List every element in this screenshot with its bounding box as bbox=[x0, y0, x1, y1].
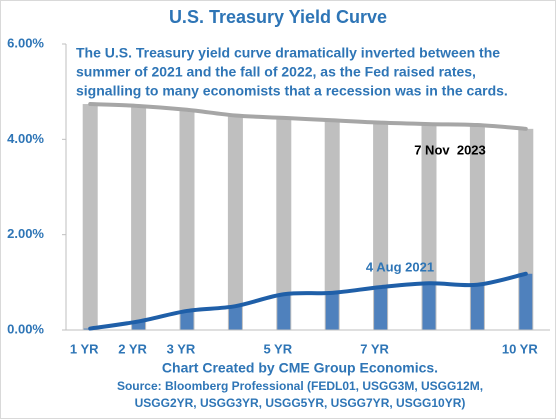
bar bbox=[132, 321, 146, 330]
y-tick-label: 6.00% bbox=[7, 35, 44, 50]
annotation: The U.S. Treasury yield curve dramatical… bbox=[76, 45, 500, 61]
bar bbox=[374, 287, 388, 330]
y-tick-label: 0.00% bbox=[7, 321, 44, 336]
annotation: summer of 2021 and the fall of 2022, as … bbox=[76, 64, 476, 80]
bar bbox=[421, 124, 437, 330]
bar bbox=[179, 109, 195, 330]
bar bbox=[324, 120, 340, 331]
series-line bbox=[88, 271, 528, 331]
x-tick-label: 1 YR bbox=[70, 341, 99, 356]
bar bbox=[422, 283, 436, 330]
annotation: signalling to many economists that a rec… bbox=[76, 83, 508, 99]
bar bbox=[373, 122, 389, 331]
x-tick-label: 7 YR bbox=[360, 341, 389, 356]
footer-text: Source: Bloomberg Professional (FEDL01, … bbox=[117, 379, 483, 393]
bar bbox=[519, 273, 533, 330]
y-tick-label: 2.00% bbox=[7, 226, 44, 241]
bar bbox=[325, 292, 339, 330]
bar bbox=[469, 125, 485, 331]
footer-text: USGG2YR, USGG3YR, USGG5YR, USGG7YR, USGG… bbox=[135, 396, 466, 410]
series-label: 7 Nov 2023 bbox=[414, 142, 486, 157]
bar bbox=[131, 105, 147, 330]
bar bbox=[180, 310, 194, 330]
bar bbox=[228, 306, 242, 330]
x-tick-label: 3 YR bbox=[167, 341, 196, 356]
footer-text: Chart Created by CME Group Economics. bbox=[162, 360, 438, 376]
chart-title: U.S. Treasury Yield Curve bbox=[169, 7, 387, 27]
x-tick-label: 2 YR bbox=[118, 341, 147, 356]
bar bbox=[276, 117, 292, 330]
series-label: 4 Aug 2021 bbox=[366, 259, 434, 274]
x-tick-label: 10 YR bbox=[502, 341, 539, 356]
bar bbox=[470, 284, 484, 330]
series-line bbox=[88, 102, 528, 131]
y-tick-label: 4.00% bbox=[7, 131, 44, 146]
bar bbox=[277, 294, 291, 330]
bar bbox=[82, 104, 98, 330]
x-tick-label: 5 YR bbox=[263, 341, 292, 356]
bar bbox=[227, 115, 243, 330]
